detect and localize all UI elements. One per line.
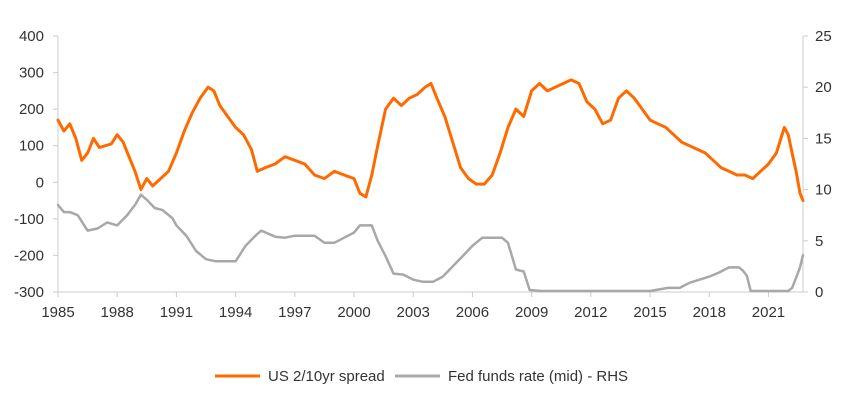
legend: US 2/10yr spread Fed funds rate (mid) - … xyxy=(215,368,628,385)
x-tick-label: 2000 xyxy=(337,304,370,321)
x-tick-label: 1991 xyxy=(160,304,193,321)
left-tick-label: 400 xyxy=(19,28,44,45)
left-tick-label: 100 xyxy=(19,138,44,155)
fed-funds-line xyxy=(56,193,805,293)
x-tick-label: 2009 xyxy=(515,304,548,321)
left-tick-label: 200 xyxy=(19,101,44,118)
left-tick-label: -100 xyxy=(14,211,44,228)
x-tick-label: 2015 xyxy=(633,304,666,321)
x-tick-label: 1985 xyxy=(41,304,74,321)
left-tick-label: -300 xyxy=(14,284,44,301)
left-tick-label: 0 xyxy=(36,174,44,191)
x-tick-label: 2021 xyxy=(752,304,785,321)
series-lines xyxy=(56,78,805,293)
x-tick-label: 1988 xyxy=(101,304,134,321)
x-tick-label: 2003 xyxy=(397,304,430,321)
left-tick-label: 300 xyxy=(19,65,44,82)
left-tick-label: -200 xyxy=(14,247,44,264)
x-tick-label: 2012 xyxy=(574,304,607,321)
spread-line xyxy=(56,78,805,203)
x-tick-label: 2006 xyxy=(456,304,489,321)
right-tick-label: 10 xyxy=(815,182,832,199)
x-tick-label: 2018 xyxy=(693,304,726,321)
right-tick-label: 25 xyxy=(815,28,832,45)
axes xyxy=(53,35,808,297)
x-tick-label: 1997 xyxy=(278,304,311,321)
right-tick-label: 15 xyxy=(815,130,832,147)
x-tick-label: 1994 xyxy=(219,304,252,321)
legend-label-fed: Fed funds rate (mid) - RHS xyxy=(448,368,628,385)
right-tick-label: 5 xyxy=(815,233,823,250)
right-tick-label: 0 xyxy=(815,284,823,301)
legend-label-spread: US 2/10yr spread xyxy=(268,368,385,385)
right-tick-label: 20 xyxy=(815,79,832,96)
